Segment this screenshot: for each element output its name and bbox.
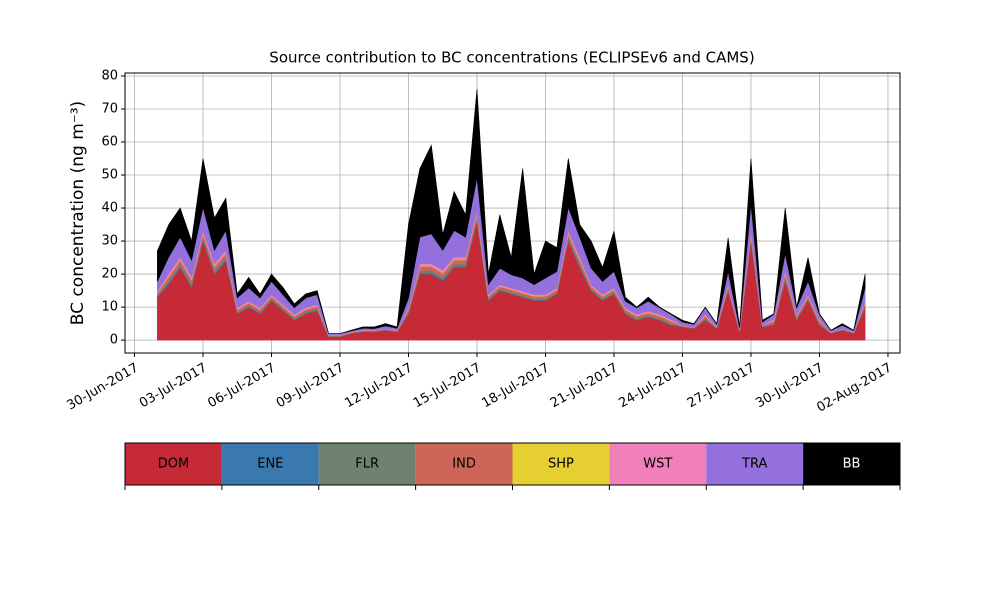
legend-label: TRA	[741, 457, 767, 472]
y-tick-label: 80	[101, 68, 118, 83]
legend-swatch	[415, 443, 513, 485]
y-tick-label: 20	[101, 267, 118, 282]
legend-label: WST	[643, 457, 672, 472]
legend-swatch	[609, 443, 707, 485]
legend-swatch	[318, 443, 416, 485]
legend-swatch	[706, 443, 804, 485]
y-tick-label: 10	[101, 300, 118, 315]
legend-swatch	[125, 443, 222, 485]
legend-label: BB	[843, 457, 861, 472]
legend-label: FLR	[355, 457, 379, 472]
chart-title: Source contribution to BC concentrations…	[269, 49, 754, 67]
legend-swatch	[221, 443, 319, 485]
area	[157, 89, 866, 334]
y-tick-label: 60	[101, 135, 118, 150]
legend-label: IND	[452, 457, 476, 472]
legend-label: DOM	[158, 457, 189, 472]
y-tick-label: 30	[101, 234, 118, 249]
legend-label: ENE	[257, 457, 283, 472]
legend-label: SHP	[548, 457, 574, 472]
y-axis-label: BC concentration (ng m⁻³)	[68, 101, 88, 325]
plot-frame	[124, 72, 901, 354]
legend-swatch	[512, 443, 610, 485]
y-tick-label: 0	[110, 333, 118, 348]
y-tick-label: 70	[101, 101, 118, 116]
legend-swatch	[803, 443, 900, 485]
y-tick-label: 50	[101, 168, 118, 183]
y-tick-label: 40	[101, 201, 118, 216]
